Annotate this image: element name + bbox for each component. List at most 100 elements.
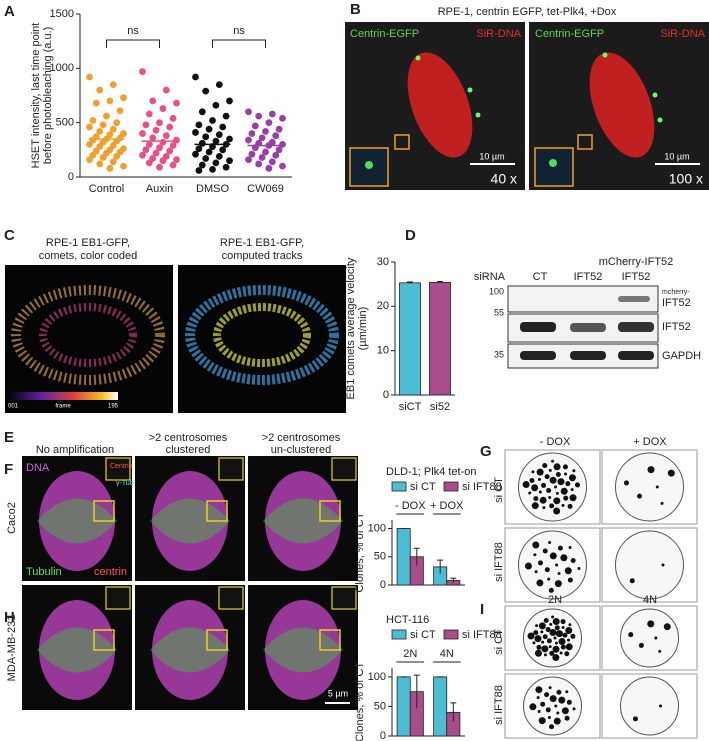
colony (568, 474, 576, 482)
colony (567, 503, 573, 509)
point (145, 110, 153, 118)
chart-title: HCT-116 (386, 614, 429, 626)
point (113, 119, 121, 127)
channel-label: Centrin-EGFP (350, 28, 419, 40)
panel-i: I 2N 4N si CT si IFT88 (480, 594, 698, 739)
colony (562, 632, 568, 638)
point (156, 163, 163, 171)
colony (536, 468, 544, 476)
colony (548, 468, 552, 472)
colony (560, 619, 566, 625)
y-tick-label: 10 (377, 345, 389, 357)
row-label: si CT (493, 629, 505, 655)
colony (561, 707, 569, 715)
image-title: RPE-1 EB1-GFP, (220, 237, 304, 249)
colony (535, 624, 539, 628)
colony (565, 690, 569, 694)
point (109, 81, 117, 89)
band-label: GAPDH (662, 350, 701, 362)
colony (532, 541, 540, 549)
error-bar (407, 281, 413, 284)
chromatin (407, 52, 473, 158)
column-title: clustered (166, 444, 211, 456)
dna (39, 600, 115, 700)
y-axis-label: HSET intensity, last time point (30, 23, 42, 169)
point (258, 154, 266, 161)
band (618, 322, 654, 332)
point (92, 99, 100, 107)
point (109, 125, 117, 133)
point (109, 158, 117, 166)
colony (535, 686, 543, 694)
chart-title: DLD-1; Plk4 tet-on (386, 466, 476, 478)
image-title: comets, color coded (39, 250, 137, 262)
point (248, 150, 256, 158)
point (272, 132, 280, 140)
colony (562, 464, 568, 470)
legend-swatch (391, 481, 407, 492)
lane-label: IFT52 (622, 271, 651, 283)
point (195, 145, 203, 153)
point (262, 148, 269, 156)
bar (396, 676, 411, 737)
point (275, 125, 283, 133)
colony (544, 692, 550, 698)
colony (536, 696, 540, 700)
point (159, 157, 167, 165)
colony (533, 630, 539, 636)
magnification: 40 x (491, 171, 517, 187)
point (279, 114, 286, 122)
y-tick-label: 0 (380, 579, 386, 591)
point (152, 126, 160, 134)
channel-label: SiR-DNA (660, 28, 705, 40)
plate (615, 452, 684, 522)
point (215, 81, 223, 89)
colony (570, 488, 574, 492)
point (162, 132, 170, 140)
colony (555, 630, 563, 638)
x-tick-label: Control (89, 183, 124, 195)
colorbar (8, 392, 118, 400)
colony (632, 716, 638, 722)
bracket (212, 39, 266, 48)
error-bar (413, 547, 420, 566)
band (618, 351, 654, 360)
colony (660, 501, 664, 505)
point (226, 97, 233, 105)
colony (536, 644, 542, 650)
group-label: 4N (440, 648, 454, 660)
channel-label: centrin (94, 566, 127, 578)
colorbar-label: frame (55, 404, 71, 410)
y-tick-label: 100 (368, 522, 386, 534)
point (222, 112, 230, 120)
point (219, 146, 227, 154)
point (156, 119, 163, 127)
colony (556, 689, 562, 695)
column-title: >2 centrosomes (262, 432, 341, 444)
centriole (652, 92, 658, 98)
zoom-box (319, 500, 341, 522)
colony (570, 633, 576, 639)
colony (638, 642, 644, 648)
comets (39, 303, 137, 367)
row-label: si IFT88 (493, 542, 505, 582)
colony (655, 485, 659, 489)
point (268, 158, 276, 166)
inset-label: γ-Tub (116, 480, 134, 487)
y-axis-label: before photobleaching (a.u.) (42, 27, 54, 165)
colony (549, 476, 557, 484)
point (245, 136, 252, 144)
colony (544, 567, 550, 573)
channel-label: DNA (26, 462, 50, 474)
colony (667, 469, 675, 477)
colorbar-label: 001 (8, 404, 19, 410)
colony (659, 704, 662, 708)
bar (396, 528, 411, 586)
point (159, 105, 167, 112)
y-tick-label: 1000 (50, 62, 74, 74)
band-label: IFT52 (662, 321, 691, 333)
micrograph (5, 265, 173, 413)
point (226, 135, 233, 143)
row-label: siRNA (474, 271, 506, 283)
point (265, 119, 273, 127)
